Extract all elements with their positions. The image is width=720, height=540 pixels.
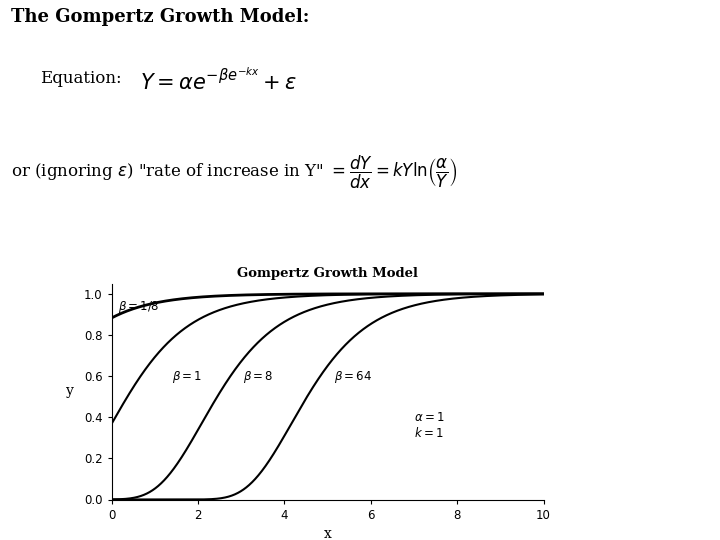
X-axis label: x: x [324, 527, 331, 540]
Text: $\beta = 1/8$: $\beta = 1/8$ [118, 299, 159, 315]
Y-axis label: y: y [66, 384, 74, 399]
Title: Gompertz Growth Model: Gompertz Growth Model [237, 267, 418, 280]
Text: $\beta = 1$: $\beta = 1$ [172, 369, 202, 385]
Text: $Y = \alpha e^{-\beta e^{-kx}} + \varepsilon$: $Y = \alpha e^{-\beta e^{-kx}} + \vareps… [140, 68, 297, 94]
Text: $\beta = 64$: $\beta = 64$ [334, 369, 372, 385]
Text: $\beta = 8$: $\beta = 8$ [243, 369, 274, 385]
Text: $\alpha = 1$
$k = 1$: $\alpha = 1$ $k = 1$ [414, 411, 444, 440]
Text: Equation:: Equation: [40, 70, 121, 87]
Text: or (ignoring $\varepsilon$) "rate of increase in Y" $= \dfrac{dY}{dx} = kY \ln\!: or (ignoring $\varepsilon$) "rate of inc… [11, 154, 458, 191]
Text: The Gompertz Growth Model:: The Gompertz Growth Model: [11, 8, 309, 26]
